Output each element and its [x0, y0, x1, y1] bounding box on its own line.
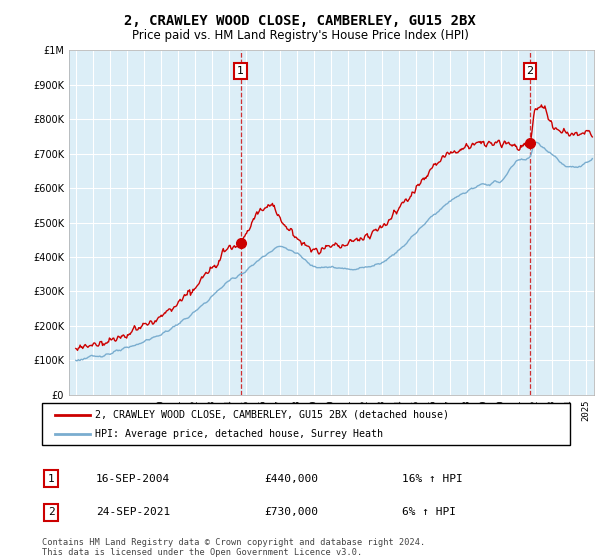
Text: 16% ↑ HPI: 16% ↑ HPI	[402, 474, 463, 484]
Text: 2, CRAWLEY WOOD CLOSE, CAMBERLEY, GU15 2BX (detached house): 2, CRAWLEY WOOD CLOSE, CAMBERLEY, GU15 2…	[95, 409, 449, 419]
Text: 2, CRAWLEY WOOD CLOSE, CAMBERLEY, GU15 2BX: 2, CRAWLEY WOOD CLOSE, CAMBERLEY, GU15 2…	[124, 14, 476, 28]
Text: 1: 1	[47, 474, 55, 484]
Text: £440,000: £440,000	[264, 474, 318, 484]
Text: Price paid vs. HM Land Registry's House Price Index (HPI): Price paid vs. HM Land Registry's House …	[131, 29, 469, 42]
Text: £730,000: £730,000	[264, 507, 318, 517]
Text: 16-SEP-2004: 16-SEP-2004	[96, 474, 170, 484]
Text: Contains HM Land Registry data © Crown copyright and database right 2024.
This d: Contains HM Land Registry data © Crown c…	[42, 538, 425, 557]
FancyBboxPatch shape	[42, 403, 570, 445]
Text: 2: 2	[47, 507, 55, 517]
Text: 2: 2	[526, 66, 533, 76]
Text: 24-SEP-2021: 24-SEP-2021	[96, 507, 170, 517]
Text: HPI: Average price, detached house, Surrey Heath: HPI: Average price, detached house, Surr…	[95, 429, 383, 439]
Text: 6% ↑ HPI: 6% ↑ HPI	[402, 507, 456, 517]
Text: 1: 1	[237, 66, 244, 76]
